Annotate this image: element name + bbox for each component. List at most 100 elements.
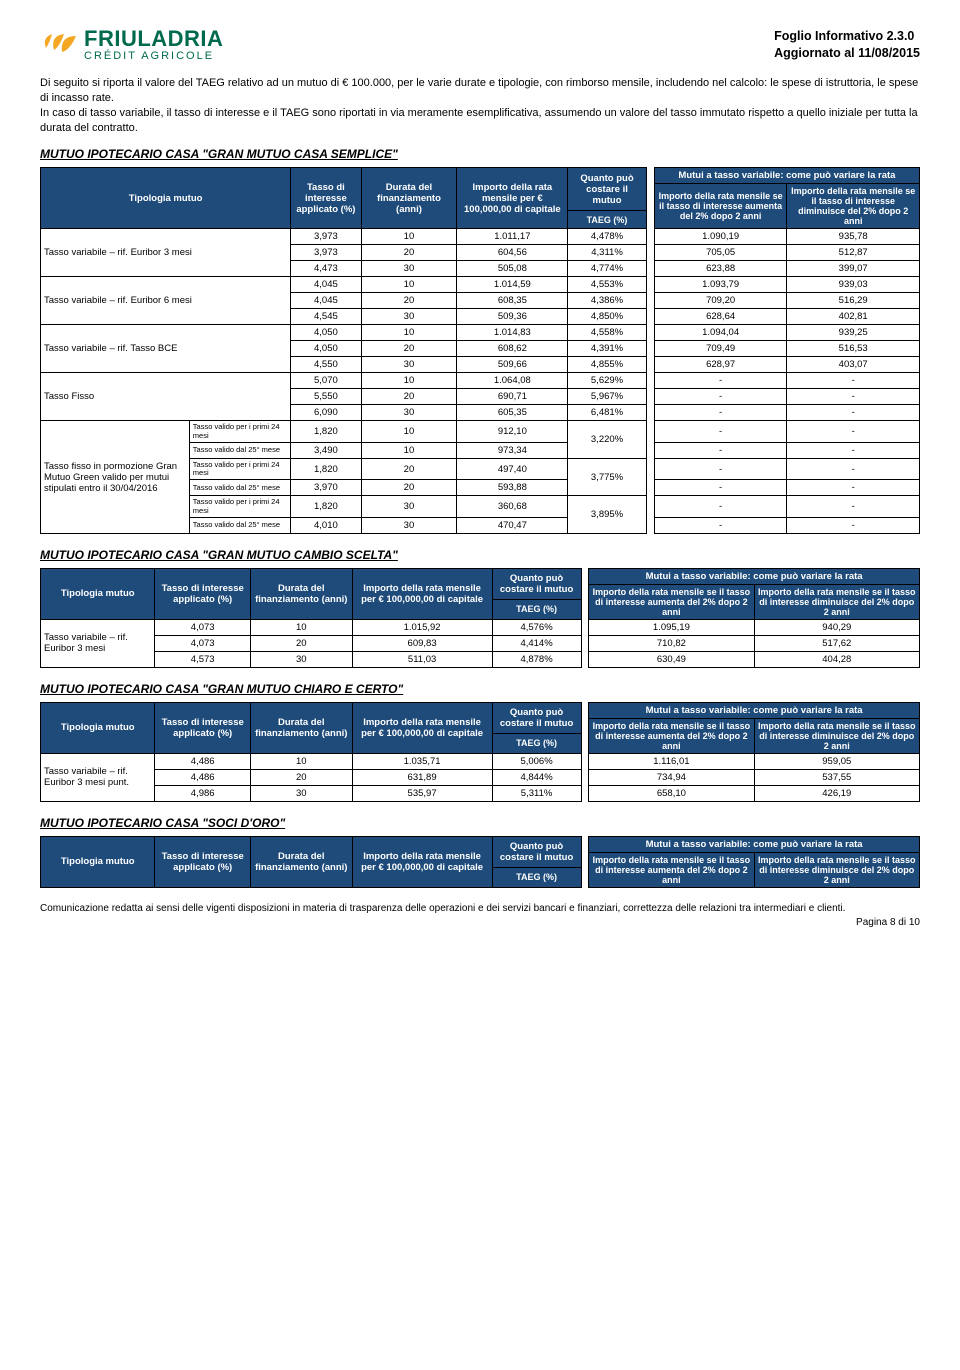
- cell: 1.035,71: [352, 753, 492, 769]
- cell: 623,88: [654, 261, 787, 277]
- table-cambio: Tipologia mutuo Tasso di interesse appli…: [40, 568, 920, 668]
- cell: 10: [361, 442, 457, 458]
- th-durata: Durata del finanziamento (anni): [250, 836, 352, 887]
- table-chiaro: Tipologia mutuo Tasso di interesse appli…: [40, 702, 920, 802]
- cell: 3,973: [291, 229, 361, 245]
- th-importo: Importo della rata mensile per € 100,000…: [352, 702, 492, 753]
- cell: 4,878%: [492, 651, 581, 667]
- cell: 426,19: [754, 785, 919, 801]
- cell: 1,820: [291, 496, 361, 518]
- cell: 403,07: [787, 357, 920, 373]
- cell: 1.090,19: [654, 229, 787, 245]
- cell: Tasso valido dal 25° mese: [189, 480, 290, 496]
- cell: 4,553%: [568, 277, 646, 293]
- cell: 5,311%: [492, 785, 581, 801]
- cell: 6,481%: [568, 405, 646, 421]
- th-diminuisce: Importo della rata mensile se il tasso d…: [754, 584, 919, 619]
- cell: 20: [361, 480, 457, 496]
- table-row: 4,57330511,034,878%630,49404,28: [41, 651, 920, 667]
- cell: 5,629%: [568, 373, 646, 389]
- table-row: Tasso variabile – rif. Tasso BCE4,050101…: [41, 325, 920, 341]
- cell: 604,56: [457, 245, 568, 261]
- cell: 1.093,79: [654, 277, 787, 293]
- cell: -: [787, 442, 920, 458]
- cell: 360,68: [457, 496, 568, 518]
- cell: -: [654, 442, 787, 458]
- table-row: Tasso variabile – rif. Euribor 6 mesi4,0…: [41, 277, 920, 293]
- cell: 4,558%: [568, 325, 646, 341]
- th-diminuisce: Importo della rata mensile se il tasso d…: [754, 852, 919, 887]
- cell: Tasso Fisso: [41, 373, 291, 421]
- cell: 4,386%: [568, 293, 646, 309]
- cell: -: [654, 458, 787, 480]
- th-taeg: TAEG (%): [492, 733, 581, 753]
- cell: 1.116,01: [589, 753, 754, 769]
- th-tipologia: Tipologia mutuo: [41, 836, 155, 887]
- th-diminuisce: Importo della rata mensile se il tasso d…: [787, 184, 920, 229]
- cell: 5,006%: [492, 753, 581, 769]
- th-variabile: Mutui a tasso variabile: come può variar…: [589, 702, 920, 718]
- cell: -: [787, 517, 920, 533]
- th-tasso: Tasso di interesse applicato (%): [155, 836, 250, 887]
- cell: Tasso variabile – rif. Euribor 3 mesi: [41, 619, 155, 667]
- brand-sub: CRÉDIT AGRICOLE: [84, 51, 223, 62]
- cell: 709,20: [654, 293, 787, 309]
- cell: Tasso variabile – rif. Euribor 3 mesi: [41, 229, 291, 277]
- th-tasso: Tasso di interesse applicato (%): [291, 168, 361, 229]
- cell: 939,03: [787, 277, 920, 293]
- cell: -: [654, 480, 787, 496]
- cell: 20: [361, 293, 457, 309]
- cell: 608,62: [457, 341, 568, 357]
- table-row: Tasso fisso in pormozione Gran Mutuo Gre…: [41, 421, 920, 443]
- cell: 3,490: [291, 442, 361, 458]
- cell: 4,850%: [568, 309, 646, 325]
- cell: -: [787, 480, 920, 496]
- th-quanto: Quanto può costare il mutuo: [492, 568, 581, 599]
- cell: -: [654, 373, 787, 389]
- cell: 709,49: [654, 341, 787, 357]
- cell: Tasso variabile – rif. Euribor 6 mesi: [41, 277, 291, 325]
- cell: 30: [361, 405, 457, 421]
- cell: 4,073: [155, 635, 250, 651]
- cell: 30: [361, 496, 457, 518]
- cell: 4,414%: [492, 635, 581, 651]
- th-tipologia: Tipologia mutuo: [41, 568, 155, 619]
- cell: Tasso fisso in pormozione Gran Mutuo Gre…: [41, 421, 190, 534]
- cell: 4,986: [155, 785, 250, 801]
- th-tasso: Tasso di interesse applicato (%): [155, 568, 250, 619]
- cell: -: [787, 458, 920, 480]
- cell: 628,64: [654, 309, 787, 325]
- cell: 6,090: [291, 405, 361, 421]
- table-soci: Tipologia mutuo Tasso di interesse appli…: [40, 836, 920, 888]
- cell: -: [654, 517, 787, 533]
- cell: 3,220%: [568, 421, 646, 459]
- cell: 30: [361, 309, 457, 325]
- cell: Tasso valido dal 25° mese: [189, 442, 290, 458]
- cell: 509,36: [457, 309, 568, 325]
- cell: 973,34: [457, 442, 568, 458]
- cell: 940,29: [754, 619, 919, 635]
- cell: 4,010: [291, 517, 361, 533]
- cell: 4,545: [291, 309, 361, 325]
- cell: 512,87: [787, 245, 920, 261]
- th-aumenta: Importo della rata mensile se il tasso d…: [589, 584, 754, 619]
- cell: 30: [250, 651, 352, 667]
- cell: 3,973: [291, 245, 361, 261]
- cell: 4,473: [291, 261, 361, 277]
- cell: 30: [361, 517, 457, 533]
- cell: -: [654, 496, 787, 518]
- cell: -: [654, 405, 787, 421]
- th-tasso: Tasso di interesse applicato (%): [155, 702, 250, 753]
- cell: 5,070: [291, 373, 361, 389]
- cell: 1,820: [291, 458, 361, 480]
- cell: 1.064,08: [457, 373, 568, 389]
- cell: 20: [361, 341, 457, 357]
- cell: 4,478%: [568, 229, 646, 245]
- cell: 402,81: [787, 309, 920, 325]
- page-header: FRIULADRIA CRÉDIT AGRICOLE Foglio Inform…: [40, 28, 920, 62]
- table-row: 4,48620631,894,844%734,94537,55: [41, 769, 920, 785]
- footer-text: Comunicazione redatta ai sensi delle vig…: [40, 902, 920, 915]
- cell: 1.014,83: [457, 325, 568, 341]
- cell: 497,40: [457, 458, 568, 480]
- section1-title: MUTUO IPOTECARIO CASA "GRAN MUTUO CASA S…: [40, 147, 920, 161]
